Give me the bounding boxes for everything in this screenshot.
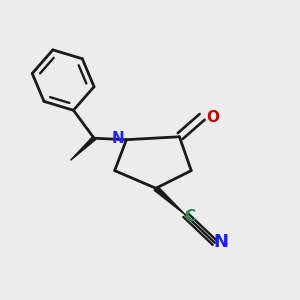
Polygon shape bbox=[70, 137, 95, 160]
Text: N: N bbox=[214, 233, 229, 251]
Text: C: C bbox=[184, 209, 196, 224]
Text: O: O bbox=[206, 110, 220, 125]
Polygon shape bbox=[154, 186, 185, 215]
Text: N: N bbox=[111, 131, 124, 146]
